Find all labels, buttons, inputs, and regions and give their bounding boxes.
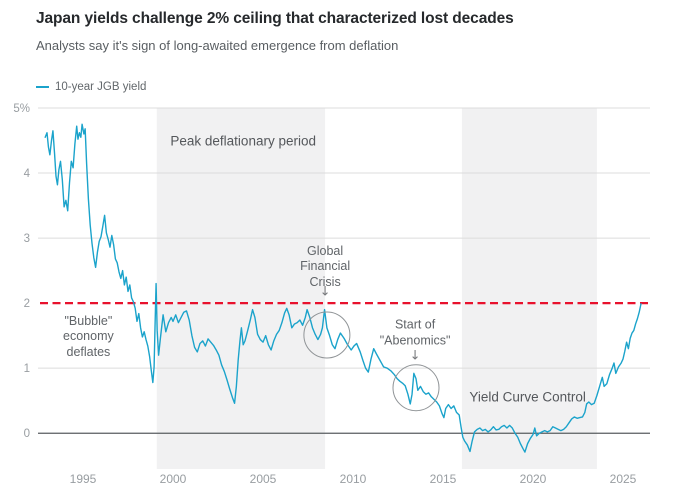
x-tick-2005: 2005 [250, 472, 277, 486]
y-tick-5%: 5% [13, 103, 30, 115]
global-financial-crisis-circle [303, 311, 351, 359]
y-tick-0: 0 [24, 428, 30, 440]
y-tick-3: 3 [24, 233, 30, 245]
x-tick-1995: 1995 [70, 472, 97, 486]
x-tick-2000: 2000 [160, 472, 187, 486]
x-tick-2015: 2015 [430, 472, 457, 486]
x-tick-2025: 2025 [610, 472, 637, 486]
series-10-year-jgb-yield [44, 123, 642, 453]
y-tick-4: 4 [24, 168, 31, 180]
legend-line-swatch [36, 86, 49, 88]
shaded-region-peak-deflationary-period [156, 108, 326, 469]
start-of-abenomics-circle [392, 364, 440, 412]
x-tick-2020: 2020 [520, 472, 547, 486]
y-tick-2: 2 [24, 298, 30, 310]
legend: 10-year JGB yield [36, 81, 146, 93]
shaded-region-yield-curve-control [461, 108, 597, 469]
chart-title: Japan yields challenge 2% ceiling that c… [36, 10, 514, 27]
chart-subtitle: Analysts say it's sign of long-awaited e… [36, 38, 399, 53]
x-tick-2010: 2010 [340, 472, 367, 486]
y-tick-1: 1 [24, 363, 30, 375]
legend-label: 10-year JGB yield [55, 81, 147, 93]
